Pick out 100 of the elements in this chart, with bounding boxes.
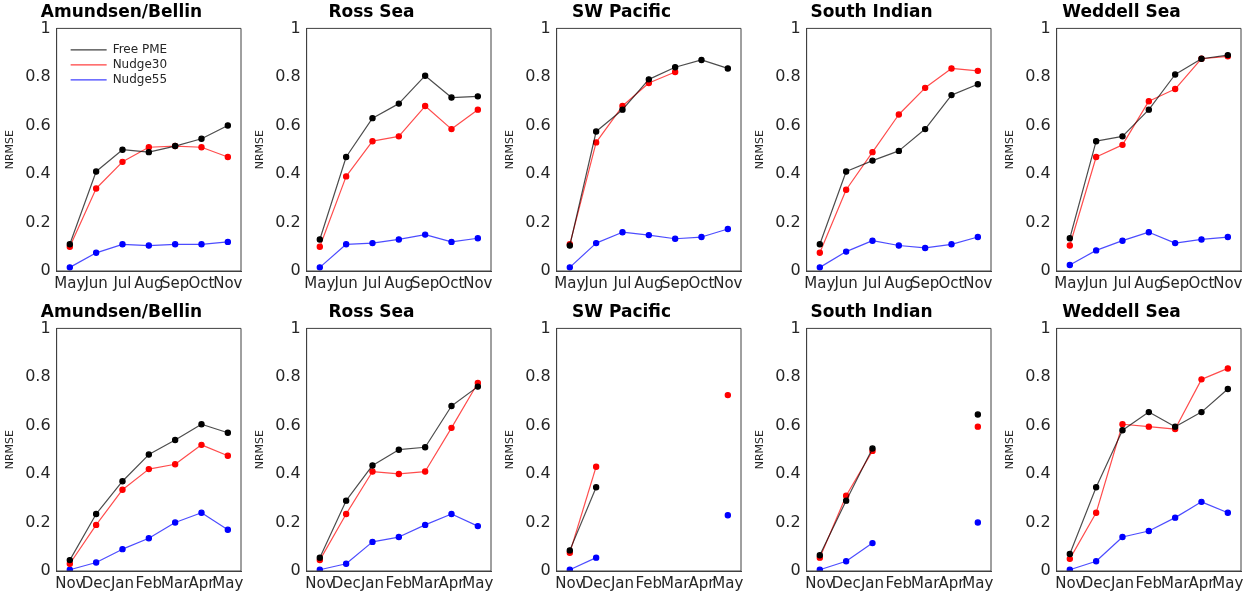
y-axis-title: NRMSE xyxy=(503,130,517,170)
x-tick-label: May xyxy=(712,573,744,592)
y-tick-label: 0.6 xyxy=(1025,114,1051,134)
y-tick-label: 0 xyxy=(790,560,801,580)
x-tick-label: Sep xyxy=(161,273,190,292)
y-tick-label: 1 xyxy=(1040,317,1051,337)
x-tick-label: Nov xyxy=(805,573,835,592)
y-tick-label: 1 xyxy=(790,317,801,337)
x-tick-label: Oct xyxy=(438,273,465,292)
chart-title: SW Pacific xyxy=(572,0,671,21)
x-tick-label: Jun xyxy=(583,273,608,292)
y-tick-label: 0 xyxy=(290,560,301,580)
x-tick-label: May xyxy=(304,273,336,292)
x-tick-label: Mar xyxy=(911,573,941,592)
y-tick-label: 0.4 xyxy=(775,163,801,183)
y-tick-label: 0.2 xyxy=(775,211,801,231)
y-tick-label: 0 xyxy=(40,260,51,280)
x-tick-label: Jul xyxy=(112,273,132,292)
x-tick-label: Feb xyxy=(135,573,163,592)
x-tick-label: Oct xyxy=(938,273,965,292)
y-tick-label: 0 xyxy=(1040,260,1051,280)
x-tick-label: May xyxy=(804,273,836,292)
y-tick-label: 0.2 xyxy=(25,511,51,531)
x-tick-label: Jun xyxy=(1083,273,1108,292)
legend-label: Nudge55 xyxy=(112,72,168,87)
x-tick-label: Mar xyxy=(661,573,691,592)
x-tick-label: Jul xyxy=(1112,273,1132,292)
x-tick-label: Feb xyxy=(635,573,663,592)
y-tick-label: 0.4 xyxy=(775,463,801,483)
y-tick-label: 0.8 xyxy=(1025,66,1051,86)
x-tick-label: May xyxy=(462,573,494,592)
y-tick-label: 0.4 xyxy=(25,163,51,183)
x-tick-label: Feb xyxy=(385,573,413,592)
x-tick-label: Nov xyxy=(213,273,243,292)
y-tick-label: 0.8 xyxy=(775,66,801,86)
chart-title: SW Pacific xyxy=(572,300,671,321)
x-tick-label: Jul xyxy=(362,273,382,292)
x-tick-label: Jun xyxy=(83,273,108,292)
y-tick-label: 0.8 xyxy=(1025,366,1051,386)
x-tick-label: May xyxy=(962,573,994,592)
y-tick-label: 0.4 xyxy=(275,463,301,483)
y-axis-title: NRMSE xyxy=(253,430,267,470)
y-tick-label: 1 xyxy=(290,317,301,337)
x-tick-label: Aug xyxy=(884,273,914,292)
y-tick-label: 0.6 xyxy=(25,414,51,434)
x-tick-label: May xyxy=(1212,573,1244,592)
chart-title: Ross Sea xyxy=(328,0,415,21)
y-axis-title: NRMSE xyxy=(3,130,17,170)
x-tick-label: Jan xyxy=(609,573,635,592)
y-tick-label: 0.6 xyxy=(775,114,801,134)
x-tick-label: Nov xyxy=(555,573,585,592)
y-tick-label: 0.4 xyxy=(1025,163,1051,183)
x-tick-label: Nov xyxy=(963,273,993,292)
x-tick-label: Aug xyxy=(1134,273,1164,292)
y-axis-title: NRMSE xyxy=(3,430,17,470)
y-tick-label: 0.8 xyxy=(775,366,801,386)
x-tick-label: May xyxy=(1054,273,1086,292)
y-tick-label: 0.4 xyxy=(25,463,51,483)
y-tick-label: 0.6 xyxy=(25,114,51,134)
y-tick-label: 1 xyxy=(290,17,301,37)
x-tick-label: Jun xyxy=(333,273,358,292)
chart-title: Ross Sea xyxy=(328,300,415,321)
y-tick-label: 0 xyxy=(790,260,801,280)
x-tick-label: Aug xyxy=(634,273,664,292)
x-tick-label: Sep xyxy=(1161,273,1190,292)
y-tick-label: 0.2 xyxy=(25,211,51,231)
x-tick-label: Aug xyxy=(384,273,414,292)
y-tick-label: 0.2 xyxy=(275,211,301,231)
chart-title: South Indian xyxy=(810,0,933,21)
y-axis-title: NRMSE xyxy=(753,430,767,470)
x-tick-label: Oct xyxy=(188,273,215,292)
x-tick-label: Feb xyxy=(1135,573,1163,592)
y-tick-label: 0.4 xyxy=(1025,463,1051,483)
legend-label: Free PME xyxy=(112,42,168,57)
x-tick-label: Jan xyxy=(109,573,135,592)
y-tick-label: 0.8 xyxy=(25,66,51,86)
y-tick-label: 0.2 xyxy=(1025,211,1051,231)
x-tick-label: May xyxy=(54,273,86,292)
y-tick-label: 1 xyxy=(540,17,551,37)
y-tick-label: 0.2 xyxy=(275,511,301,531)
y-tick-label: 0 xyxy=(540,260,551,280)
x-tick-label: May xyxy=(212,573,244,592)
x-tick-label: Feb xyxy=(885,573,913,592)
y-tick-label: 0.8 xyxy=(525,66,551,86)
y-tick-label: 0.8 xyxy=(525,366,551,386)
x-tick-label: Nov xyxy=(713,273,743,292)
y-tick-label: 0.8 xyxy=(275,366,301,386)
y-axis-title: NRMSE xyxy=(253,130,267,170)
x-tick-label: Aug xyxy=(134,273,164,292)
x-tick-label: Sep xyxy=(911,273,940,292)
chart-title: Weddell Sea xyxy=(1062,300,1181,321)
y-tick-label: 1 xyxy=(1040,17,1051,37)
chart-title: Weddell Sea xyxy=(1062,0,1181,21)
y-axis-title: NRMSE xyxy=(1003,430,1017,470)
y-tick-label: 1 xyxy=(790,17,801,37)
y-tick-label: 0 xyxy=(540,560,551,580)
x-tick-label: Nov xyxy=(1055,573,1085,592)
y-tick-label: 0.4 xyxy=(525,163,551,183)
y-tick-label: 0.8 xyxy=(25,366,51,386)
x-tick-label: Nov xyxy=(463,273,493,292)
